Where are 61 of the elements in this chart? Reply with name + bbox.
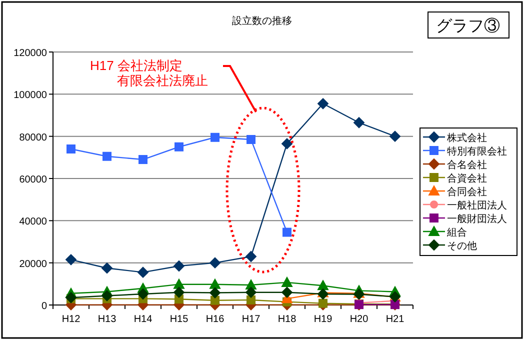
point — [138, 288, 148, 300]
x-tick-label: H15 — [170, 314, 189, 325]
x-tick-label: H14 — [134, 314, 153, 325]
point — [138, 155, 148, 164]
y-tick-label: 100000 — [14, 90, 48, 102]
point — [246, 251, 256, 262]
point — [246, 295, 256, 304]
point — [210, 287, 220, 298]
point — [102, 262, 112, 274]
point — [282, 138, 292, 150]
chart-title: 設立数の推移 — [232, 15, 292, 27]
point — [390, 130, 400, 142]
y-tick-label: 20000 — [19, 258, 48, 270]
x-tick-label: H21 — [386, 314, 405, 325]
point — [354, 117, 364, 128]
legend-label: 合資会社 — [447, 172, 487, 184]
point — [282, 276, 292, 287]
point — [246, 286, 256, 298]
legend-label: 合名会社 — [447, 159, 487, 171]
point — [174, 278, 184, 289]
text: グラフ③ — [436, 17, 500, 35]
point — [282, 228, 292, 237]
point — [66, 254, 76, 266]
point — [318, 298, 328, 308]
x-tick-label: H17 — [242, 314, 261, 325]
y-tick-label: 60000 — [19, 174, 48, 186]
point — [318, 280, 328, 290]
y-tick-label: 40000 — [19, 216, 48, 228]
legend-label: 特別有限会社 — [447, 146, 507, 158]
point — [210, 296, 220, 305]
point — [138, 266, 148, 278]
point — [318, 288, 328, 300]
legend-label: 一般財団法人 — [447, 213, 507, 225]
x-tick-label: H19 — [314, 314, 333, 325]
point — [174, 286, 184, 298]
point — [210, 132, 220, 142]
legend-label: 合同会社 — [447, 186, 487, 198]
legend-label: 一般社団法人 — [447, 200, 507, 212]
y-tick-label: 0 — [41, 301, 48, 312]
point — [318, 98, 328, 110]
point — [66, 144, 76, 154]
point — [210, 257, 220, 268]
point — [102, 152, 112, 161]
legend-label: その他 — [447, 240, 477, 252]
annotation: H17 会社法制定 — [90, 58, 182, 73]
x-tick-label: H18 — [278, 314, 297, 325]
point — [210, 278, 220, 289]
x-tick-label: H20 — [350, 314, 369, 325]
point — [282, 286, 292, 298]
point — [246, 134, 256, 144]
x-tick-label: H13 — [98, 314, 117, 325]
legend-label: 組合 — [446, 226, 467, 238]
point — [102, 290, 112, 302]
x-tick-label: H12 — [62, 314, 81, 325]
y-tick-label: 80000 — [19, 132, 48, 144]
point — [174, 142, 184, 152]
legend-label: 株式会社 — [446, 132, 487, 144]
y-tick-label: 120000 — [14, 48, 48, 59]
x-tick-label: H16 — [206, 314, 225, 325]
annotation: 有限会社法廃止 — [117, 73, 208, 88]
point — [174, 260, 184, 272]
